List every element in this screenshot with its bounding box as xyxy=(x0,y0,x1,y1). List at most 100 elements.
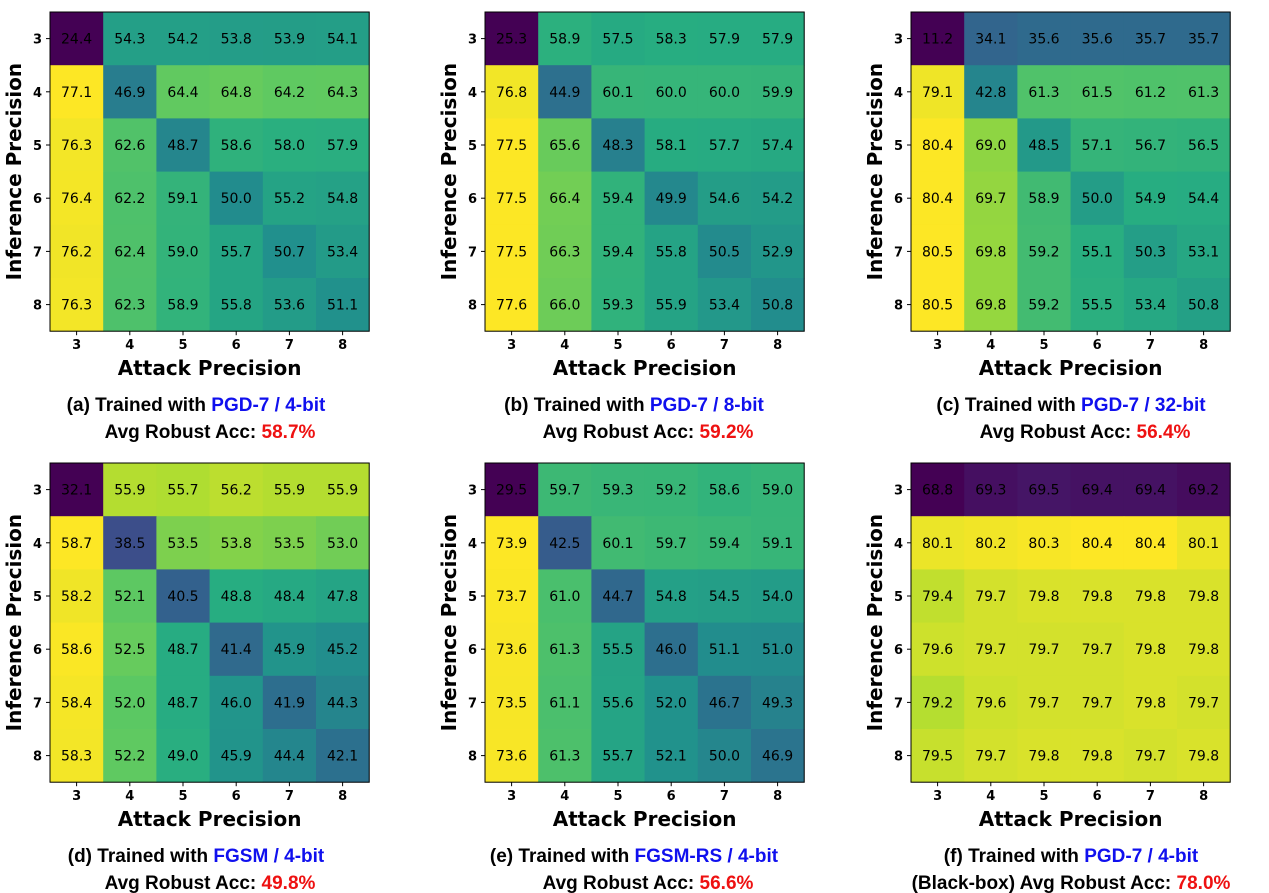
cell-value-label: 77.1 xyxy=(61,85,92,101)
x-tick-label: 3 xyxy=(507,789,516,804)
x-tick-label: 4 xyxy=(560,338,569,353)
x-tick-label: 6 xyxy=(232,338,241,353)
heatmap-cell xyxy=(485,224,539,279)
y-tick-label: 4 xyxy=(894,86,903,101)
cell-value-label: 53.8 xyxy=(221,32,252,48)
y-tick-label: 6 xyxy=(894,192,903,207)
cell-value-label: 58.1 xyxy=(656,138,687,154)
heatmap-frame xyxy=(49,462,370,783)
heatmap-cell xyxy=(103,463,157,517)
cell-value-label: 53.4 xyxy=(709,298,740,314)
y-axis-label: Inference Precision xyxy=(863,63,887,281)
heatmap-cell xyxy=(751,65,805,119)
cell-value-label: 54.1 xyxy=(327,32,358,48)
heatmap-cell xyxy=(50,278,104,332)
heatmap-cell xyxy=(262,171,317,226)
heatmap-cell xyxy=(1123,65,1178,119)
panel-caption-title: (b) Trained with PGD-7 / 8-bit xyxy=(504,395,764,416)
cell-value-label: 49.0 xyxy=(167,749,198,765)
heatmap-cell xyxy=(50,12,104,66)
heatmap-cell xyxy=(1123,118,1178,172)
y-tick-label: 4 xyxy=(894,537,903,552)
cell-value-label: 55.9 xyxy=(656,298,687,314)
heatmap-cell xyxy=(644,65,699,119)
cell-value-label: 79.8 xyxy=(1135,642,1166,658)
heatmap-panel-3: 11.2 34.1 35.6 35.6 35.7 35.7 79.1 42.8 61.3 61.5… xyxy=(863,11,1231,443)
x-tick-label: 4 xyxy=(125,338,134,353)
heatmap-cell xyxy=(697,622,752,677)
cell-value-label: 54.6 xyxy=(709,191,740,207)
cell-value-label: 50.8 xyxy=(1188,298,1219,314)
cell-value-label: 76.2 xyxy=(61,244,92,260)
cell-value-label: 59.2 xyxy=(1028,298,1059,314)
heatmap-cell xyxy=(209,569,264,623)
cell-value-label: 79.7 xyxy=(1028,642,1059,658)
x-tick-label: 4 xyxy=(986,789,995,804)
heatmap-cell xyxy=(1123,224,1178,279)
heatmap-cell xyxy=(209,675,264,730)
heatmap-cell xyxy=(1177,463,1231,517)
cell-value-label: 69.7 xyxy=(975,191,1006,207)
cell-value-label: 55.1 xyxy=(1082,244,1113,260)
x-tick-label: 7 xyxy=(1146,789,1155,804)
cell-value-label: 77.5 xyxy=(496,138,527,154)
cell-value-label: 53.5 xyxy=(274,536,305,552)
cell-value-label: 61.3 xyxy=(1028,85,1059,101)
heatmap-cell xyxy=(538,622,592,677)
heatmap-cell xyxy=(1177,569,1231,623)
panel-label: (e) xyxy=(490,846,519,867)
heatmap-cell xyxy=(697,65,752,119)
x-tick-label: 5 xyxy=(1039,338,1048,353)
heatmap-cell xyxy=(751,463,805,517)
cell-value-label: 60.1 xyxy=(602,85,633,101)
heatmap-cell xyxy=(644,675,699,730)
heatmap-cell xyxy=(1123,12,1178,66)
cell-value-label: 56.7 xyxy=(1135,138,1166,154)
x-tick-label: 5 xyxy=(178,338,187,353)
cell-value-label: 73.6 xyxy=(496,749,527,765)
y-tick-label: 6 xyxy=(894,643,903,658)
cell-value-label: 54.9 xyxy=(1135,191,1166,207)
heatmap-cell xyxy=(1017,224,1071,279)
panel-label: (f) xyxy=(944,846,968,867)
y-tick-label: 5 xyxy=(33,139,42,154)
heatmap-cell xyxy=(209,278,264,332)
y-tick-label: 5 xyxy=(33,590,42,605)
heatmap-cell xyxy=(209,622,264,677)
accuracy-prefix: (Black-box) Avg Robust Acc: xyxy=(912,873,1177,893)
heatmap-cell xyxy=(485,12,539,66)
y-tick-label: 3 xyxy=(468,33,477,48)
heatmap-cell xyxy=(591,171,645,226)
cell-value-label: 59.1 xyxy=(762,536,793,552)
x-tick-label: 8 xyxy=(338,789,347,804)
heatmap-cell xyxy=(964,65,1018,119)
cell-value-label: 64.4 xyxy=(167,85,198,101)
y-tick-label: 4 xyxy=(33,537,42,552)
heatmap-cell xyxy=(591,463,645,517)
heatmap-cell xyxy=(485,171,539,226)
cell-value-label: 59.3 xyxy=(602,483,633,499)
cell-value-label: 60.0 xyxy=(656,85,687,101)
y-tick-label: 7 xyxy=(468,696,477,711)
heatmap-cell xyxy=(964,171,1018,226)
heatmap-cell xyxy=(591,65,645,119)
panel-label: (a) xyxy=(67,395,96,416)
cell-value-label: 45.2 xyxy=(327,642,358,658)
heatmap-cell xyxy=(697,118,752,172)
cell-value-label: 73.5 xyxy=(496,695,527,711)
y-tick-label: 6 xyxy=(468,643,477,658)
heatmap-cell xyxy=(591,224,645,279)
panel-caption-title: (f) Trained with PGD-7 / 4-bit xyxy=(944,846,1199,867)
x-axis-label: Attack Precision xyxy=(118,807,302,831)
heatmap-cell xyxy=(1017,516,1071,570)
x-tick-label: 3 xyxy=(933,789,942,804)
heatmap-cell xyxy=(697,729,752,783)
cell-value-label: 54.8 xyxy=(656,589,687,605)
cell-value-label: 56.5 xyxy=(1188,138,1219,154)
cell-value-label: 53.4 xyxy=(1135,298,1166,314)
heatmap-cell xyxy=(697,224,752,279)
heatmap-cell xyxy=(1070,675,1125,730)
cell-value-label: 79.2 xyxy=(922,695,953,711)
x-tick-label: 8 xyxy=(773,789,782,804)
accuracy-value: 56.6% xyxy=(700,873,754,893)
